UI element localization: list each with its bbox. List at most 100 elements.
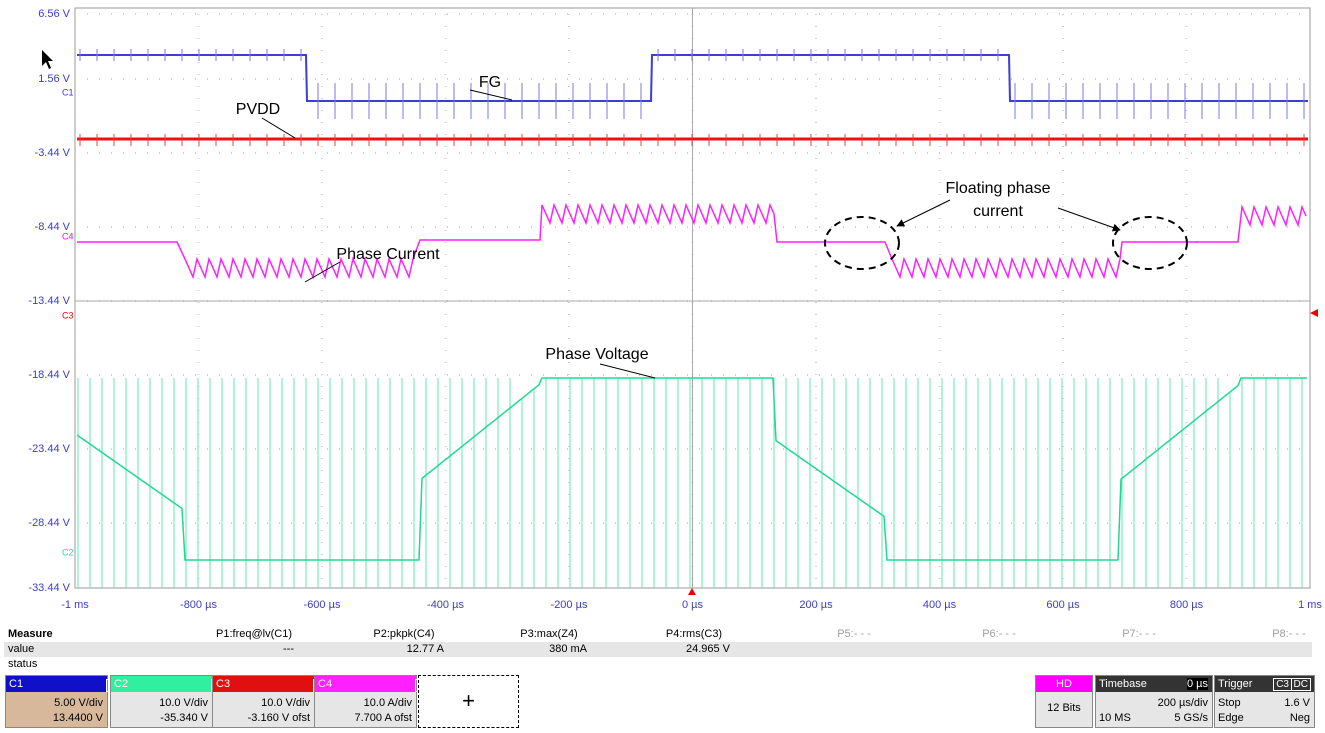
timebase-header: Timebase 0 µs [1096, 676, 1212, 692]
channel-box[interactable]: C1EFBD1 5.00 V/div 13.4400 V [5, 675, 125, 728]
trigger-source: C3 [1273, 678, 1292, 691]
channel-header: C2EBD1 [111, 676, 230, 692]
channel-offset: 13.4400 V [52, 712, 103, 724]
timebase-div: 200 µs/div [1157, 697, 1208, 709]
highlight-ellipse [1112, 216, 1188, 270]
measure-value: --- [283, 643, 294, 655]
waveform-display: 6.56 V 1.56 V -3.44 V -8.44 V -13.44 V -18.44… [28, 7, 1322, 611]
measure-header: P6:- - - [982, 628, 1016, 640]
channel-scale: 10.0 V/div [261, 697, 310, 709]
hd-title: HD [1056, 678, 1072, 690]
y-tick-label: -23.44 V [28, 443, 70, 455]
channel-box[interactable]: C3ESRDC1M 10.0 V/div -3.160 V ofst [212, 675, 348, 728]
annotation: Floating phase [946, 180, 1051, 197]
trigger-box[interactable]: Trigger C3 DC Stop 1.6 V Edge Neg [1214, 675, 1315, 728]
channel-scale: 10.0 V/div [159, 697, 208, 709]
channel-header: C1EFBD1 [6, 676, 125, 692]
channel-tag: C3 [62, 310, 74, 320]
channel-offset: -35.340 V [160, 712, 208, 724]
measure-value: 380 mA [549, 643, 587, 655]
x-tick-label: 600 µs [1046, 599, 1080, 611]
trigger-title: Trigger [1218, 678, 1253, 690]
annotation: Phase Current [336, 246, 440, 263]
trigger-level: 1.6 V [1284, 697, 1310, 709]
y-tick-label: -18.44 V [28, 369, 70, 381]
annotation: Phase Voltage [545, 346, 648, 363]
annotation: PVDD [236, 101, 280, 118]
channel-tag: C2 [62, 547, 74, 557]
y-tick-label: -28.44 V [28, 517, 70, 529]
channel-offset: -3.160 V ofst [247, 712, 310, 724]
measure-status: status [8, 658, 38, 670]
y-tick-label: -33.44 V [28, 582, 70, 594]
annotation-leader [469, 89, 513, 101]
x-tick-label: -200 µs [551, 599, 588, 611]
timebase-rate: 5 GS/s [1174, 712, 1208, 724]
channel-name: C4 [318, 678, 333, 690]
x-tick-label: -1 ms [61, 599, 89, 611]
channel-scale: 10.0 A/div [363, 697, 412, 709]
annotation-leader [304, 261, 341, 283]
channel-tag: C1 [62, 87, 74, 97]
measure-header: P7:- - - [1122, 628, 1156, 640]
channel-box[interactable]: C2EBD1 10.0 V/div -35.340 V [110, 675, 230, 728]
hd-box: HD 12 Bits [1035, 675, 1093, 728]
timebase-box[interactable]: Timebase 0 µs 200 µs/div 10 MS 5 GS/s [1095, 675, 1213, 728]
channel-scale: 5.00 V/div [54, 697, 103, 709]
add-channel-button[interactable]: + [418, 675, 519, 728]
annotation: current [973, 203, 1023, 220]
measure-value: value [8, 643, 35, 655]
y-tick-label: -3.44 V [35, 147, 71, 159]
y-tick-label: -13.44 V [28, 295, 70, 307]
value-row-bg [4, 642, 1312, 657]
trigger-coupling: DC [1290, 678, 1311, 691]
measure-header: P3:max(Z4) [520, 628, 578, 640]
channel-header: C4 E B D [315, 676, 429, 692]
channel-name: C3 [216, 678, 231, 690]
measure-table: Measure P1:freq@lv(C1) P2:pkpk(C4) P3:max(Z… [4, 627, 1312, 673]
y-tick-label: 1.56 V [38, 73, 70, 85]
mouse-cursor [42, 50, 53, 69]
measure-header: P8:- - - [1272, 628, 1306, 640]
channel-name: C2 [114, 678, 129, 690]
trigger-header: Trigger C3 DC [1215, 676, 1314, 692]
phase-current-trace [77, 202, 1307, 280]
y-tick-label: 6.56 V [38, 8, 70, 20]
measure-header: Measure [8, 628, 53, 640]
timebase-title: Timebase [1099, 678, 1147, 690]
channel-tag: C4 [62, 231, 74, 241]
trigger-position-marker [688, 588, 696, 595]
x-tick-label: 0 µs [682, 599, 704, 611]
measure-header: P4:rms(C3) [665, 628, 723, 640]
channel-name: C1 [9, 678, 24, 690]
y-tick-label: -8.44 V [35, 221, 71, 233]
channel-offset: 7.700 A ofst [354, 712, 413, 724]
measure-value: 24.965 V [685, 643, 730, 655]
measure-header: P2:pkpk(C4) [373, 628, 435, 640]
annotation-arrow [1057, 207, 1121, 232]
trigger-type: Edge [1218, 712, 1244, 724]
trigger-mode: Stop [1218, 697, 1241, 709]
annotation: FG [479, 74, 501, 91]
annotation-leader [261, 117, 296, 139]
x-tick-label: 400 µs [923, 599, 957, 611]
phase-voltage-trace [76, 377, 1307, 561]
measure-value: 12.77 A [406, 643, 444, 655]
measure-header: P1:freq@lv(C1) [216, 628, 292, 640]
hd-header: HD [1036, 676, 1092, 692]
x-tick-label: 800 µs [1170, 599, 1204, 611]
annotation-leader [599, 363, 656, 379]
annotation-arrow [896, 199, 951, 227]
x-tick-label: -600 µs [304, 599, 341, 611]
channel-header: C3ESRDC1M [213, 676, 348, 692]
x-tick-label: -400 µs [427, 599, 464, 611]
measure-header: P5:- - - [837, 628, 871, 640]
channel-badge: D [415, 679, 429, 692]
timebase-samples: 10 MS [1099, 712, 1131, 724]
x-tick-label: 1 ms [1298, 599, 1322, 611]
channel-box[interactable]: C4 E B D 10.0 A/div 7.700 A ofst [314, 675, 429, 728]
highlight-ellipse [824, 216, 900, 270]
timebase-delay: 0 µs [1186, 678, 1208, 690]
hd-bits: 12 Bits [1047, 702, 1081, 714]
